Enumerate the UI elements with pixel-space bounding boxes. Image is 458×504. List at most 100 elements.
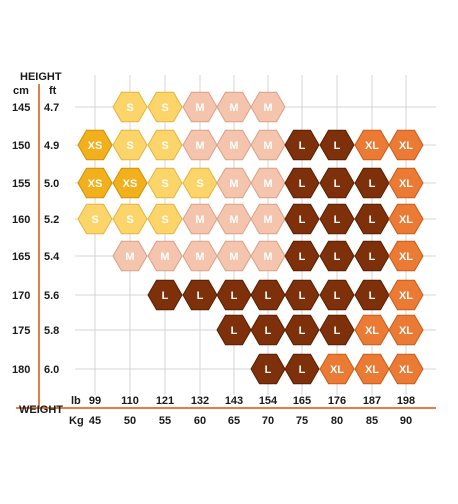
size-label: M xyxy=(229,251,238,263)
weight-kg-tick: 60 xyxy=(194,415,206,427)
size-label: M xyxy=(229,140,238,152)
size-label: L xyxy=(299,140,306,152)
size-label: XS xyxy=(88,140,103,152)
size-label: M xyxy=(263,251,272,263)
height-axis-title: HEIGHT xyxy=(20,71,62,83)
size-label: L xyxy=(299,325,306,337)
size-label: L xyxy=(197,290,204,302)
size-cell-m: M xyxy=(250,129,286,161)
size-label: L xyxy=(299,214,306,226)
size-label: XL xyxy=(399,364,413,376)
size-label: M xyxy=(263,102,272,114)
weight-kg-tick: 70 xyxy=(262,415,274,427)
size-label: L xyxy=(334,140,341,152)
height-cm-tick: 170 xyxy=(12,290,30,302)
weight-lb-tick: 165 xyxy=(293,395,311,407)
size-cell-s: S xyxy=(112,129,148,161)
height-ft-tick: 5.0 xyxy=(44,178,59,190)
size-label: XS xyxy=(123,178,138,190)
size-label: M xyxy=(229,214,238,226)
size-cell-xs: XS xyxy=(77,167,113,199)
size-cell-m: M xyxy=(216,91,252,123)
height-ft-tick: 5.8 xyxy=(44,325,59,337)
size-label: M xyxy=(229,102,238,114)
size-hexagon xyxy=(182,203,218,235)
size-cell-m: M xyxy=(112,240,148,272)
height-ft-tick: 5.2 xyxy=(44,214,59,226)
size-cell-s: S xyxy=(147,203,183,235)
size-label: XL xyxy=(399,214,413,226)
size-label: XL xyxy=(399,325,413,337)
size-cell-l: L xyxy=(284,279,320,311)
size-cell-xl: XL xyxy=(388,129,424,161)
size-hexagon xyxy=(388,353,424,385)
size-cell-l: L xyxy=(284,203,320,235)
size-label: L xyxy=(334,251,341,263)
size-label: L xyxy=(231,290,238,302)
size-cell-xs: XS xyxy=(112,167,148,199)
size-label: M xyxy=(195,251,204,263)
size-label: L xyxy=(334,178,341,190)
size-hexagon xyxy=(250,240,286,272)
weight-kg-tick: 80 xyxy=(331,415,343,427)
size-cell-s: S xyxy=(112,203,148,235)
size-cell-s: S xyxy=(77,203,113,235)
size-cell-l: L xyxy=(319,314,355,346)
size-cell-xl: XL xyxy=(388,279,424,311)
size-label: M xyxy=(263,178,272,190)
size-hexagon xyxy=(388,314,424,346)
size-label: L xyxy=(334,214,341,226)
size-cells: S S M M M XS S S M M M L L XL XL XS XS S S M M L L L XL S S S M M M L L L… xyxy=(77,91,424,385)
size-hexagon xyxy=(250,279,286,311)
size-hexagon xyxy=(284,203,320,235)
size-cell-l: L xyxy=(216,279,252,311)
size-hexagon xyxy=(77,203,113,235)
size-cell-l: L xyxy=(147,279,183,311)
size-hexagon xyxy=(354,279,390,311)
size-hexagon xyxy=(112,167,148,199)
weight-lb-tick: 132 xyxy=(191,395,209,407)
weight-lb-tick: 121 xyxy=(156,395,174,407)
height-ft-unit: ft xyxy=(49,85,57,97)
size-hexagon xyxy=(284,279,320,311)
height-cm-tick: 160 xyxy=(12,214,30,226)
height-cm-tick: 180 xyxy=(12,364,30,376)
height-cm-tick: 155 xyxy=(12,178,30,190)
size-label: M xyxy=(263,140,272,152)
size-hexagon xyxy=(319,314,355,346)
size-cell-l: L xyxy=(354,240,390,272)
size-hexagon xyxy=(284,240,320,272)
size-label: L xyxy=(299,178,306,190)
size-cell-m: M xyxy=(216,203,252,235)
size-cell-l: L xyxy=(319,240,355,272)
weight-lb-tick: 99 xyxy=(89,395,101,407)
size-cell-l: L xyxy=(182,279,218,311)
size-label: L xyxy=(231,325,238,337)
tick-labels: 145 150 155 160 165 170 175 180 4.7 4.9 5.0 5.2 5.4 5… xyxy=(12,102,415,427)
size-cell-l: L xyxy=(250,279,286,311)
size-label: L xyxy=(299,251,306,263)
size-cell-l: L xyxy=(354,167,390,199)
size-cell-xl: XL xyxy=(354,129,390,161)
size-cell-m: M xyxy=(216,167,252,199)
size-cell-l: L xyxy=(319,279,355,311)
size-hexagon xyxy=(216,314,252,346)
size-label: S xyxy=(161,102,168,114)
size-hexagon xyxy=(182,91,218,123)
height-ft-tick: 6.0 xyxy=(44,364,59,376)
size-cell-s: S xyxy=(147,129,183,161)
size-hexagon xyxy=(284,314,320,346)
size-hexagon xyxy=(250,314,286,346)
size-label: S xyxy=(161,140,168,152)
size-cell-m: M xyxy=(182,91,218,123)
size-cell-xl: XL xyxy=(354,314,390,346)
size-label: S xyxy=(196,178,203,190)
size-hexagon xyxy=(147,129,183,161)
size-label: S xyxy=(126,102,133,114)
size-hexagon xyxy=(250,167,286,199)
size-cell-m: M xyxy=(182,240,218,272)
size-label: XL xyxy=(365,364,379,376)
height-ft-tick: 5.4 xyxy=(44,251,60,263)
size-hexagon xyxy=(284,167,320,199)
size-label: M xyxy=(195,102,204,114)
